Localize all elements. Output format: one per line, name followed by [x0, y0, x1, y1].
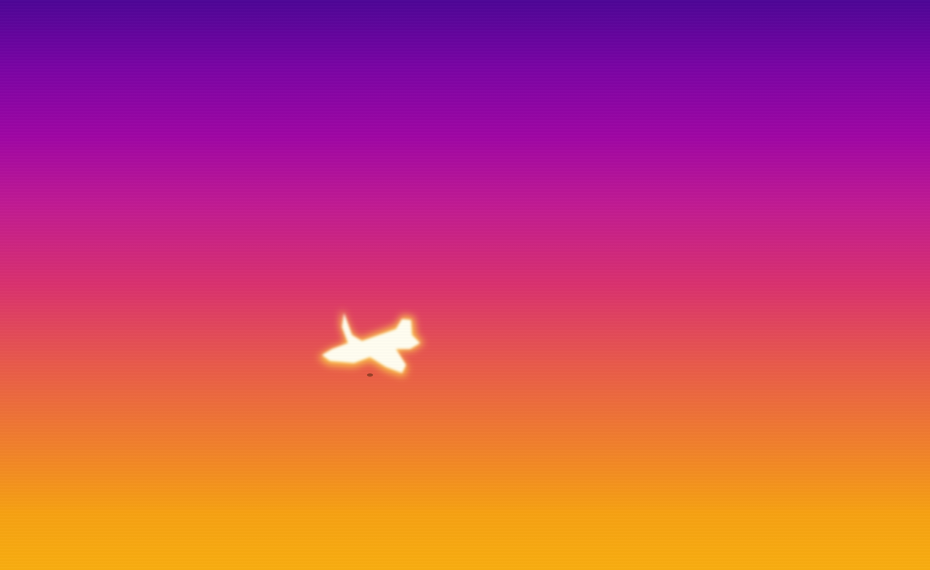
airplane-body	[322, 313, 420, 373]
airplane-icon	[318, 309, 424, 377]
airplane-engine-spot	[367, 373, 373, 377]
